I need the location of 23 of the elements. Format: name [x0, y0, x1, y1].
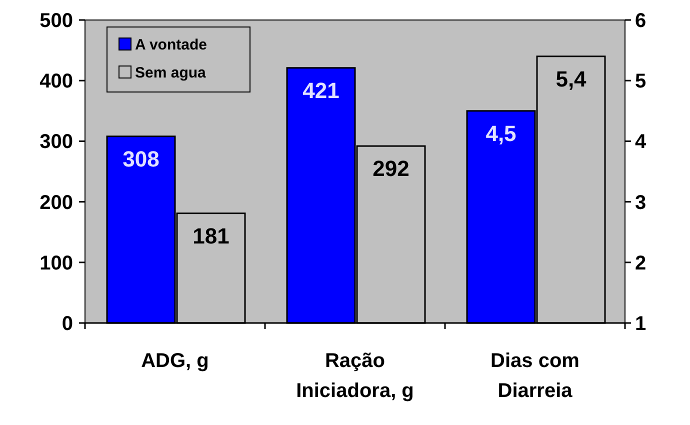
y-tick-label: 0: [62, 313, 73, 335]
x-tick-label: ADG, g: [141, 350, 209, 372]
y2-tick-label: 5: [635, 70, 646, 93]
y2-tick-label: 3: [635, 192, 646, 214]
y-tick-label: 500: [40, 10, 73, 32]
x-tick-label: Dias com Diarreia: [490, 350, 580, 402]
x-tick-label: Ração Iniciadora, g: [296, 350, 414, 402]
data-label: 5,4: [556, 66, 588, 92]
y-tick-label: 200: [40, 192, 73, 214]
y2-tick-label: 2: [635, 252, 646, 274]
legend-label: Sem agua: [135, 64, 207, 82]
data-label: 181: [192, 223, 230, 248]
y-tick-label: 300: [40, 131, 73, 154]
data-label: 308: [122, 146, 160, 172]
data-label: 292: [372, 156, 410, 182]
y2-tick-label: 1: [635, 313, 646, 335]
data-label: 421: [302, 78, 340, 103]
y2-tick-label: 6: [635, 10, 646, 32]
y2-tick-label: 4: [635, 131, 647, 154]
y-tick-label: 100: [40, 252, 73, 274]
legend-label: A vontade: [135, 36, 207, 54]
y-tick-label: 400: [40, 70, 73, 93]
data-label: 4,5: [486, 120, 516, 146]
